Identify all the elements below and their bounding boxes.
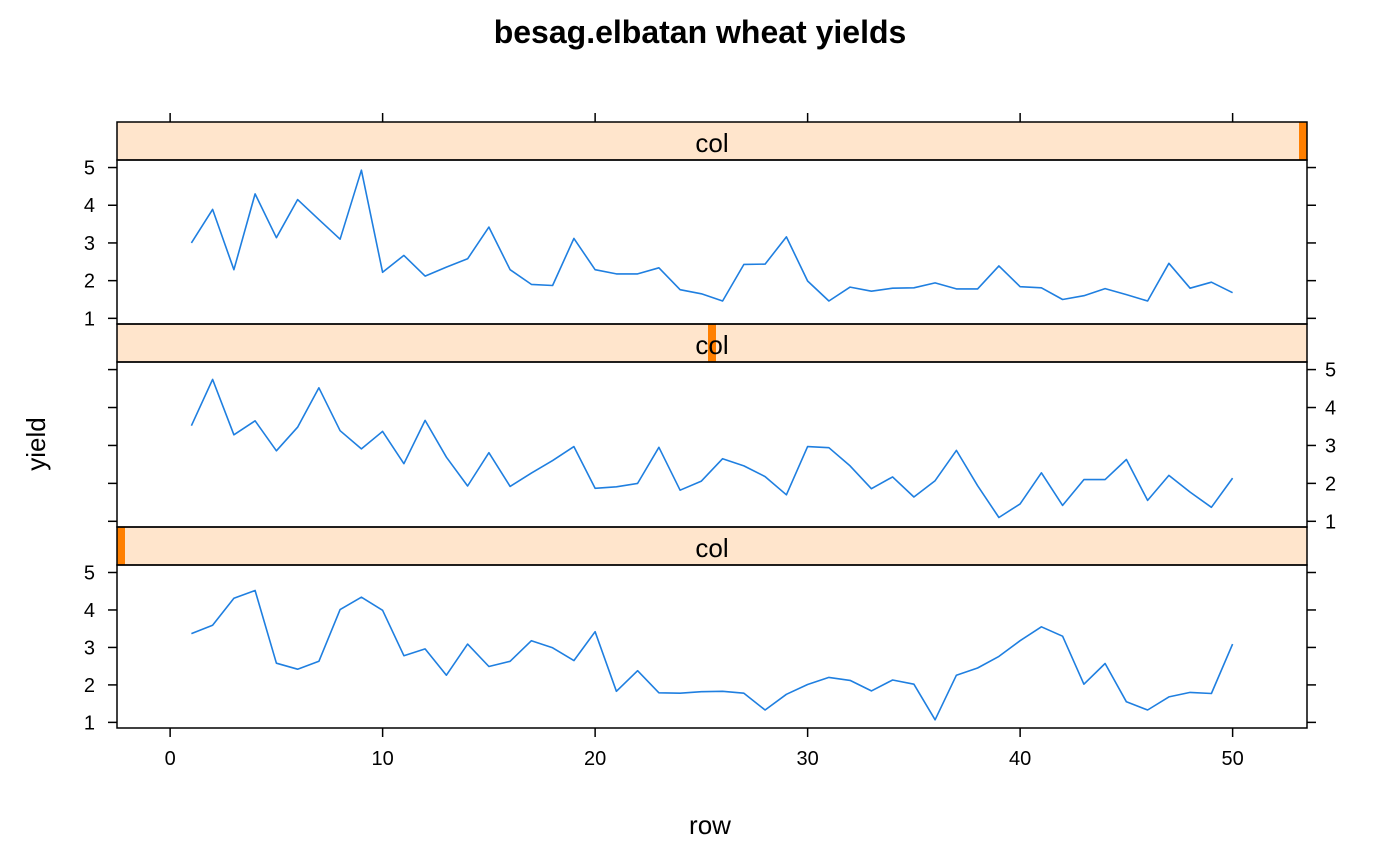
y-tick-label: 4 xyxy=(84,600,95,622)
strip-label: col xyxy=(695,330,728,360)
strip-background xyxy=(117,122,1307,160)
y-tick-label: 5 xyxy=(84,158,95,180)
x-axis-label: row xyxy=(689,810,731,840)
x-tick-label: 0 xyxy=(165,748,176,770)
series-line xyxy=(190,169,1233,302)
x-tick-label: 30 xyxy=(797,748,819,770)
series-line xyxy=(191,589,1234,721)
y-tick-label: 2 xyxy=(84,271,95,293)
panel-frame xyxy=(116,361,1308,528)
x-tick-label: 20 xyxy=(584,748,606,770)
y-tick-label: 1 xyxy=(1325,511,1336,533)
y-tick-label: 3 xyxy=(84,233,95,255)
panel-3: col 1 2 3 4 5 xyxy=(84,121,1316,330)
y-tick-label: 4 xyxy=(1325,398,1336,420)
series-line xyxy=(190,378,1234,519)
y-tick-label: 5 xyxy=(84,562,95,584)
panel-frame xyxy=(116,159,1308,325)
y-tick-label: 1 xyxy=(84,712,95,734)
panel-1: col 1 2 3 4 5 xyxy=(84,526,1316,734)
strip-level-indicator xyxy=(1299,122,1307,160)
x-tick-label: 10 xyxy=(372,748,394,770)
strip-level-indicator xyxy=(708,324,716,362)
panel-frame xyxy=(116,564,1308,729)
y-tick-label: 4 xyxy=(84,195,95,217)
y-tick-label: 2 xyxy=(1325,473,1336,495)
y-axis-label: yield xyxy=(21,417,51,470)
y-tick-label: 5 xyxy=(1325,360,1336,382)
y-tick-label: 3 xyxy=(84,637,95,659)
chart-title: besag.elbatan wheat yields xyxy=(494,14,907,50)
strip-label: col xyxy=(695,533,728,563)
x-tick-label: 40 xyxy=(1009,748,1031,770)
strip-background xyxy=(117,527,1307,565)
y-tick-label: 3 xyxy=(1325,435,1336,457)
y-tick-label: 2 xyxy=(84,675,95,697)
strip-label: col xyxy=(695,128,728,158)
x-tick-label: 50 xyxy=(1222,748,1244,770)
strip-level-indicator xyxy=(117,527,125,565)
panel-2: col 1 2 3 4 5 xyxy=(108,323,1336,533)
y-tick-label: 1 xyxy=(84,308,95,330)
